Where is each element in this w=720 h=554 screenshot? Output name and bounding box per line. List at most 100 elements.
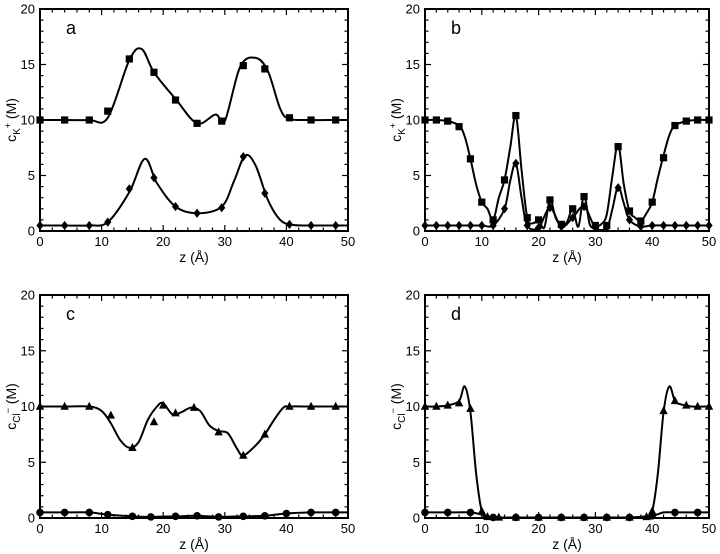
y-tick-label: 5 — [413, 455, 420, 470]
x-tick-label: 0 — [421, 521, 428, 536]
chart-0-series-1-diamond-marker-11 — [285, 219, 294, 229]
chart-3-series-1-circle-marker-8 — [602, 513, 611, 522]
chart-1-series-0-square-marker-18 — [625, 207, 634, 215]
chart-1-series-1-diamond-marker-14 — [580, 201, 588, 212]
chart-2-series-1-circle-marker-4 — [128, 512, 137, 521]
chart-0-series-0-square-marker-3 — [104, 107, 112, 115]
y-tick-label: 10 — [406, 113, 420, 128]
chart-3-series-1-circle-marker-3 — [489, 513, 497, 522]
chart-1-series-0-square-marker-24 — [694, 116, 702, 124]
chart-2-series-0-triangle-marker-2 — [85, 401, 94, 410]
y-axis-label: cK+ (M) — [3, 98, 23, 142]
chart-0-series-1-diamond-marker-13 — [332, 220, 340, 231]
chart-panel-a: 0 10 20 30 40 50 0 5 10 15 20 z (Å) cK+ (M) a — [3, 2, 355, 266]
x-tick-label: 30 — [588, 521, 602, 536]
chart-0-series-1-diamond-marker-9 — [239, 152, 247, 162]
chart-panel-c: 0 10 20 30 40 50 0 5 10 15 20 z (Å) cCl− (M) c — [3, 288, 355, 553]
x-tick-label: 10 — [475, 234, 489, 249]
chart-2-series-1-circle-marker-3 — [103, 510, 112, 519]
y-tick-label: 15 — [406, 343, 420, 358]
chart-1-series-1-diamond-marker-3 — [455, 220, 463, 231]
chart-2-series-0-triangle-marker-7 — [171, 408, 180, 417]
chart-2-series-1-circle-marker-1 — [60, 508, 69, 517]
chart-1-series-0-square-marker-6 — [489, 216, 497, 224]
chart-0-series-1-diamond-marker-12 — [307, 220, 315, 231]
chart-2-series-1-circle-marker-7 — [193, 511, 201, 520]
chart-2-series-1-circle-marker-0 — [36, 508, 44, 517]
chart-1-series-1-diamond-marker-21 — [659, 220, 668, 231]
chart-3-series-0-triangle-marker-4 — [466, 403, 475, 412]
chart-1-series-1-diamond-marker-16 — [603, 223, 611, 233]
x-tick-label: 50 — [341, 234, 355, 249]
x-tick-label: 20 — [156, 234, 170, 249]
chart-1-series-0-square-marker-25 — [705, 116, 713, 124]
x-tick-label: 20 — [531, 521, 545, 536]
chart-0-series-0-square-marker-2 — [85, 116, 93, 124]
y-tick-label: 10 — [21, 399, 35, 414]
y-tick-label: 15 — [21, 57, 35, 72]
chart-1-series-0-square-marker-10 — [535, 216, 543, 224]
chart-3-series-1-circle-marker-5 — [534, 513, 543, 522]
chart-1-series-0-square-marker-23 — [682, 117, 690, 125]
chart-1-series-0-square-marker-5 — [478, 198, 486, 206]
chart-3-series-0-triangle-marker-5 — [477, 506, 486, 515]
chart-3-series-0-triangle-marker-3 — [454, 398, 464, 407]
chart-2-series-1-circle-marker-10 — [261, 511, 269, 520]
chart-1-series-0-square-marker-13 — [569, 205, 577, 213]
y-tick-label: 20 — [406, 288, 420, 303]
chart-3-series-0-line — [424, 385, 710, 519]
y-tick-label: 10 — [406, 399, 420, 414]
chart-1-series-1-diamond-marker-4 — [466, 220, 475, 231]
chart-0-series-0-square-marker-0 — [36, 116, 44, 124]
x-tick-label: 50 — [702, 234, 716, 249]
x-tick-label: 0 — [421, 234, 428, 249]
chart-3-series-1-circle-marker-9 — [625, 513, 634, 522]
y-tick-label: 0 — [413, 511, 420, 526]
chart-3-series-0-triangle-marker-20 — [704, 401, 714, 410]
chart-3-series-1-circle-marker-4 — [512, 513, 520, 522]
y-axis-label: cCl− (M) — [388, 383, 408, 430]
chart-1-series-1-diamond-marker-22 — [671, 220, 679, 231]
chart-0-series-1-diamond-marker-2 — [85, 220, 93, 231]
chart-3-series-1-circle-marker-10 — [648, 511, 656, 520]
x-axis-label: z (Å) — [179, 536, 209, 552]
chart-0-series-0-line — [40, 47, 348, 125]
chart-2-series-0-triangle-marker-0 — [35, 401, 45, 410]
chart-3-series-1-circle-marker-6 — [557, 513, 566, 522]
chart-3-series-0-triangle-marker-17 — [670, 396, 680, 405]
x-tick-label: 40 — [279, 234, 293, 249]
x-tick-label: 30 — [218, 234, 232, 249]
chart-panel-b: 0 10 20 30 40 50 0 5 10 15 20 z (Å) cK+ (M) b — [388, 2, 716, 266]
x-tick-label: 0 — [36, 521, 43, 536]
chart-3-series-0-triangle-marker-0 — [420, 401, 430, 410]
chart-2-series-0-triangle-marker-13 — [306, 401, 316, 410]
chart-1-series-0-square-marker-3 — [455, 123, 463, 131]
y-tick-label: 10 — [21, 113, 35, 128]
chart-1-series-1-diamond-marker-6 — [489, 220, 497, 231]
chart-0-series-0-square-marker-11 — [285, 114, 294, 122]
chart-3-series-0-triangle-marker-2 — [443, 400, 452, 409]
y-tick-label: 5 — [413, 168, 420, 183]
chart-1-series-0-square-marker-11 — [546, 196, 554, 204]
chart-2-series-0-triangle-marker-11 — [260, 429, 270, 438]
panel-letter: b — [451, 18, 461, 38]
chart-2-series-1-circle-marker-5 — [147, 513, 155, 521]
chart-1-series-0-square-marker-20 — [648, 198, 656, 206]
x-tick-label: 40 — [645, 521, 659, 536]
chart-0-series-0-square-marker-1 — [61, 116, 69, 124]
chart-1-series-0-square-marker-4 — [466, 155, 475, 163]
x-tick-label: 20 — [531, 234, 545, 249]
chart-1-series-1-diamond-marker-11 — [546, 203, 554, 213]
chart-3-series-0-triangle-marker-19 — [693, 401, 702, 410]
chart-0-series-0-square-marker-7 — [193, 119, 201, 127]
chart-3-series-0-triangle-marker-16 — [659, 406, 668, 415]
chart-3-series-1-circle-marker-1 — [443, 508, 452, 517]
chart-1-series-0-square-marker-21 — [659, 154, 668, 162]
chart-1-series-0-square-marker-9 — [523, 214, 531, 222]
chart-1-series-1-diamond-marker-13 — [569, 213, 577, 223]
chart-1-series-1-diamond-marker-5 — [478, 220, 486, 231]
chart-1-series-0-square-marker-8 — [512, 111, 520, 120]
chart-0-series-0-square-marker-6 — [171, 96, 180, 104]
chart-0-series-1-diamond-marker-4 — [125, 184, 133, 194]
chart-1-series-1-diamond-marker-17 — [614, 183, 622, 193]
